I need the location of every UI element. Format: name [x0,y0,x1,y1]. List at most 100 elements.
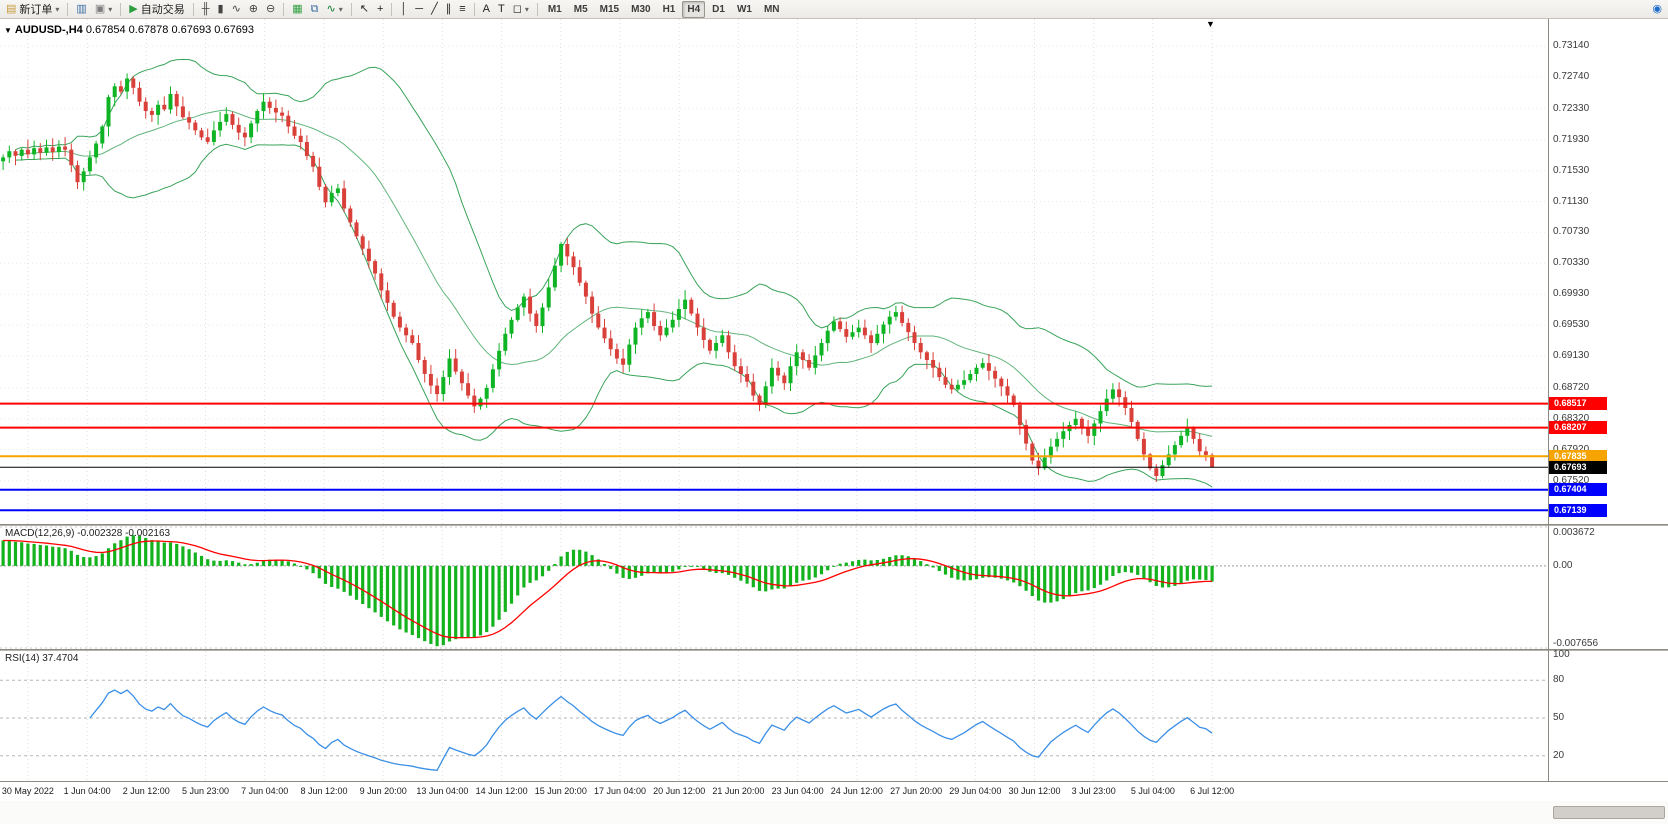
time-axis-label: 20 Jun 12:00 [653,786,706,796]
zoom-out-button[interactable]: ⊖ [262,0,279,18]
vline-icon: │ [400,3,408,15]
price-axis-tick: 0.67520 [1553,474,1590,486]
timeframe-m5-button[interactable]: M5 [569,1,593,18]
label-button[interactable]: T [494,0,509,18]
bar-chart-type-button[interactable]: ╫ [198,0,214,18]
profiles-button[interactable]: ▣ ▾ [91,0,116,18]
indicators-button[interactable]: ∿ ▾ [323,0,347,18]
time-axis-label: 14 Jun 12:00 [475,786,528,796]
auto-trading-button[interactable]: ▶ 自动交易 [125,0,188,18]
cascade-windows-button[interactable]: ⧉ [307,0,323,18]
toolbar-right-group: ◉ [1648,0,1666,18]
horizontal-scrollbar[interactable] [0,806,1668,820]
chart-window: 0.73140 0.72740 0.72330 0.71930 0.71530 0.711… [0,19,1668,824]
toolbar-separator [67,2,69,16]
time-axis-label: 1 Jun 04:00 [63,786,111,796]
toolbar-separator [536,2,538,16]
rsi-axis-tick: 100 [1553,649,1570,660]
line-chart-type-button[interactable]: ∿ [228,0,245,18]
search-button[interactable]: ◉ [1648,0,1666,18]
price-chart-canvas[interactable] [0,19,1548,524]
timeframe-m1-button[interactable]: M1 [543,1,567,18]
price-axis-tick: 0.72330 [1553,102,1590,114]
timeframe-d1-button-label: D1 [712,3,725,15]
channel-icon: ∥ [445,3,452,15]
timeframe-h1-button[interactable]: H1 [658,1,681,18]
price-axis-tick: 0.69530 [1553,319,1590,331]
new-order-button-label: 新订单 [19,4,53,16]
shapes-icon: ◻ [512,3,522,15]
time-axis-label: 9 Jun 20:00 [359,786,407,796]
trendline-button[interactable]: ╱ [427,0,442,18]
cursor-icon: ↖ [359,3,369,15]
tile-windows-button[interactable]: ▦ [288,0,306,18]
search-icon: ◉ [1652,3,1662,15]
line-chart-icon: ∿ [231,3,241,15]
timeframe-d1-button[interactable]: D1 [707,1,730,18]
pane-splitter-macd[interactable] [0,524,1668,526]
text-icon: A [482,3,490,15]
timeframe-m15-button[interactable]: M15 [595,1,624,18]
time-axis-label: 8 Jun 12:00 [300,786,348,796]
macd-name: MACD(12,26,9) [5,528,75,539]
macd-pane-canvas[interactable] [0,526,1548,649]
macd-axis-tick: -0.007656 [1553,638,1599,649]
rsi-pane-canvas[interactable] [0,651,1548,781]
time-axis-label: 24 Jun 12:00 [830,786,883,796]
pane-splitter-rsi[interactable] [0,649,1668,651]
time-axis-label: 13 Jun 04:00 [416,786,469,796]
price-axis-tick: 0.68320 [1553,412,1590,424]
time-axis-label: 2 Jun 12:00 [122,786,170,796]
crosshair-button[interactable]: + [373,0,387,18]
fibonacci-button[interactable]: ≡ [455,0,469,18]
timeframe-m30-button[interactable]: M30 [626,1,655,18]
zoom-in-button[interactable]: ⊕ [245,0,262,18]
candlestick-type-button[interactable]: ▮ [214,0,228,18]
macd-axis-tick: 0.00 [1553,559,1573,571]
price-axis-tick: 0.71930 [1553,133,1590,145]
price-axis[interactable]: 0.73140 0.72740 0.72330 0.71930 0.71530 0.711… [1549,19,1668,801]
bottom-strip [0,801,1668,824]
timeframe-w1-button[interactable]: W1 [732,1,757,18]
price-axis-tick: 0.67920 [1553,444,1589,455]
text-button[interactable]: A [479,0,494,18]
support-line-1-tag[interactable]: 0.67404 [1549,483,1607,497]
resistance-line-1-tag[interactable]: 0.68517 [1549,397,1607,411]
horizontal-line-button[interactable]: ─ [411,0,427,18]
timeframe-w1-button-label: W1 [736,3,752,15]
label-icon: T [497,3,505,15]
hline-icon: ─ [415,3,424,15]
support-line-2-tag[interactable]: 0.67139 [1549,503,1607,517]
timeframe-mn-button-label: MN [763,3,780,15]
vertical-line-button[interactable]: │ [396,0,411,18]
play-icon: ▶ [129,3,138,15]
timeframe-m15-button-label: M15 [599,3,620,15]
price-axis-tick: 0.72740 [1553,71,1590,82]
toolbar: ▤ 新订单 ▾ ▥ ▣ ▾ ▶ 自动交易 ╫ ▮ ∿ ⊕ ⊖ ▦ ⧉ ∿ ▾ ↖ + │ ─ ╱ ∥ ≡ A T ◻ ▾ M1 M5 M15… [0,0,1668,19]
time-axis-label: 27 Jun 20:00 [890,786,943,796]
shapes-button[interactable]: ◻ ▾ [509,0,533,18]
price-axis-tick: 0.70330 [1553,257,1590,269]
bollinger-bands [15,58,1213,488]
symbol-dropdown-icon[interactable]: ▼ [4,26,12,35]
time-axis[interactable]: 30 May 2022 1 Jun 04:00 2 Jun 12:00 5 Jun 2… [0,781,1668,802]
new-order-button[interactable]: ▤ 新订单 ▾ [2,0,63,18]
dropdown-arrow-icon: ▾ [55,4,60,14]
bid-price-line-tag[interactable]: 0.67693 [1549,460,1607,474]
charts-button[interactable]: ▥ [72,0,90,18]
time-axis-label: 5 Jun 23:00 [181,786,230,796]
timeframe-h4-button[interactable]: H4 [682,0,706,18]
trendline-icon: ╱ [431,3,438,15]
price-level-lines[interactable] [0,402,1548,512]
channel-button[interactable]: ∥ [442,0,456,18]
chart-shift-marker-icon[interactable]: ▼ [1206,19,1215,29]
cursor-button[interactable]: ↖ [356,0,373,18]
profiles-icon: ▣ [94,3,106,15]
resistance-line-2-tag[interactable]: 0.68207 [1549,421,1607,435]
alert-line-tag[interactable]: 0.67835 [1549,449,1607,463]
scrollbar-thumb[interactable] [1553,806,1665,819]
indicators-icon: ∿ [326,3,336,15]
timeframe-mn-button[interactable]: MN [759,1,785,18]
time-axis-label: 30 Jun 12:00 [1008,786,1061,796]
cascade-icon: ⧉ [310,3,319,15]
